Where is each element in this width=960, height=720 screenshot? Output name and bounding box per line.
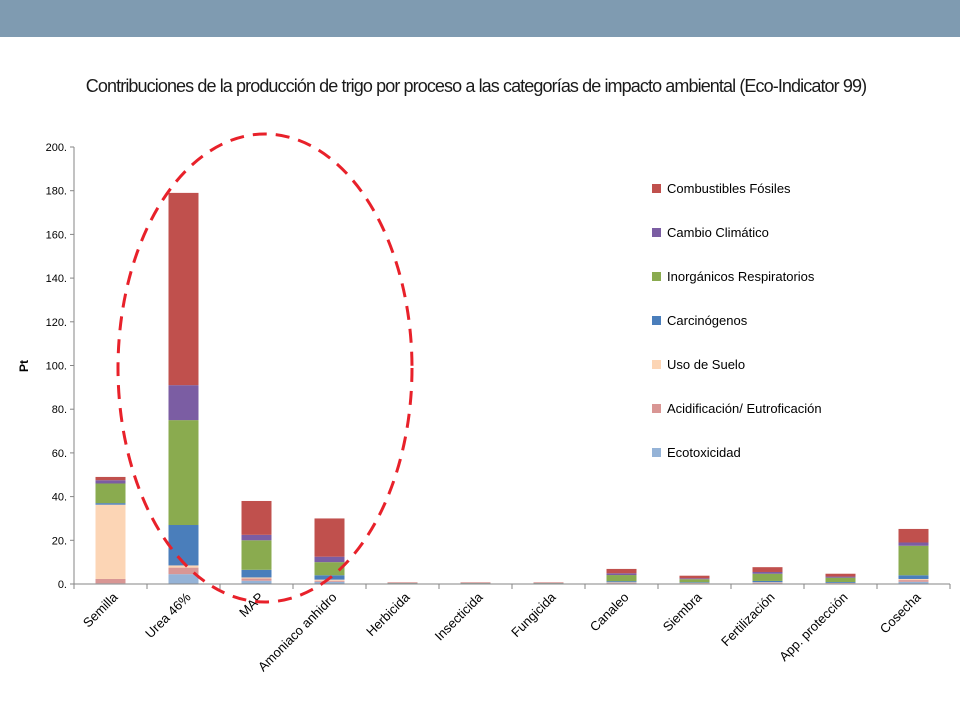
legend: Combustibles Fósiles Cambio Climático Inor… bbox=[652, 181, 822, 460]
top-banner bbox=[0, 0, 960, 37]
y-tick-label: 60. bbox=[52, 448, 67, 460]
legend-label: Ecotoxicidad bbox=[667, 445, 741, 460]
bar-segment bbox=[752, 567, 783, 572]
bar-segment bbox=[679, 578, 710, 580]
bar-segment bbox=[606, 582, 637, 584]
x-tick-label: Fungicida bbox=[508, 589, 559, 640]
y-axis: 0. 20. 40. 60. 80. 100. 120. 140. 160. 180. 200. bbox=[46, 142, 75, 591]
legend-swatch bbox=[652, 404, 661, 413]
bar-segment bbox=[314, 581, 345, 584]
x-tick-label: Urea 46% bbox=[142, 589, 194, 641]
bar-segment bbox=[606, 568, 637, 574]
bar-segment bbox=[679, 582, 710, 583]
bar-segment bbox=[606, 575, 637, 582]
bar-segment bbox=[898, 542, 929, 546]
bar-segment bbox=[752, 580, 783, 583]
bar-segment bbox=[752, 571, 783, 574]
bar-segment bbox=[314, 518, 345, 557]
bar-segment bbox=[314, 579, 345, 581]
bar-segment bbox=[241, 580, 272, 584]
bars bbox=[95, 192, 929, 584]
y-tick-label: 200. bbox=[46, 142, 67, 154]
legend-label: Acidificación/ Eutroficación bbox=[667, 401, 822, 416]
legend-swatch bbox=[652, 184, 661, 193]
bar-segment bbox=[95, 480, 126, 484]
bar-segment bbox=[95, 503, 126, 505]
bar-segment bbox=[314, 580, 345, 582]
y-tick-label: 40. bbox=[52, 492, 67, 504]
x-tick-label: Fertilización bbox=[718, 590, 778, 650]
bar-segment bbox=[898, 578, 929, 581]
x-tick-label: Canaleo bbox=[587, 590, 632, 635]
bar-segment bbox=[168, 385, 199, 421]
x-tick-label: Herbicida bbox=[363, 589, 413, 639]
legend-swatch bbox=[652, 228, 661, 237]
x-tick-label: Insecticida bbox=[432, 589, 487, 644]
bar-segment bbox=[825, 573, 856, 577]
legend-label: Inorgánicos Respiratorios bbox=[667, 269, 815, 284]
bar-segment bbox=[95, 504, 126, 579]
annotation bbox=[116, 132, 414, 604]
bar-segment bbox=[95, 578, 126, 584]
bar-segment bbox=[168, 525, 199, 566]
bar-segment bbox=[168, 420, 199, 526]
bar-segment bbox=[168, 567, 199, 575]
x-tick-label: Semilla bbox=[80, 589, 121, 630]
legend-label: Cambio Climático bbox=[667, 225, 769, 240]
bar-segment bbox=[241, 577, 272, 579]
bar-segment bbox=[898, 545, 929, 576]
bar-segment bbox=[241, 500, 272, 535]
legend-swatch bbox=[652, 316, 661, 325]
bar-segment bbox=[825, 577, 856, 583]
y-tick-label: 20. bbox=[52, 535, 67, 547]
bar-segment bbox=[679, 575, 710, 579]
bar-segment bbox=[825, 582, 856, 583]
bar-segment bbox=[168, 574, 199, 584]
bar-segment bbox=[898, 528, 929, 543]
y-tick-label: 160. bbox=[46, 229, 67, 241]
bar-segment bbox=[168, 192, 199, 386]
bar-segment bbox=[314, 562, 345, 576]
y-tick-label: 0. bbox=[58, 579, 67, 591]
bar-segment bbox=[95, 483, 126, 504]
dashed-ellipse-annotation bbox=[116, 132, 414, 604]
bar-segment bbox=[241, 540, 272, 570]
y-tick-label: 80. bbox=[52, 404, 67, 416]
bar-segment bbox=[241, 534, 272, 541]
y-axis-label: Pt bbox=[17, 360, 31, 372]
bar-segment bbox=[752, 582, 783, 584]
bar-segment bbox=[95, 476, 126, 481]
bar-segment bbox=[241, 578, 272, 581]
x-tick-label: MAP bbox=[236, 590, 267, 621]
legend-swatch bbox=[652, 360, 661, 369]
bar-segment bbox=[898, 575, 929, 579]
legend-swatch bbox=[652, 448, 661, 457]
y-tick-label: 140. bbox=[46, 273, 67, 285]
bar-segment bbox=[752, 573, 783, 581]
bar-segment bbox=[606, 573, 637, 576]
bar-segment bbox=[314, 556, 345, 563]
x-tick-label: App. protección bbox=[776, 590, 850, 664]
bar-segment bbox=[168, 565, 199, 568]
bar-segment bbox=[898, 580, 929, 582]
legend-label: Uso de Suelo bbox=[667, 357, 745, 372]
bar-segment bbox=[898, 581, 929, 584]
x-tick-label: Cosecha bbox=[877, 589, 924, 636]
bar-segment bbox=[241, 569, 272, 578]
bar-segment bbox=[679, 579, 710, 583]
y-tick-label: 120. bbox=[46, 317, 67, 329]
y-tick-label: 180. bbox=[46, 186, 67, 198]
x-tick-label: Siembra bbox=[660, 589, 705, 634]
bar-segment bbox=[606, 581, 637, 583]
y-tick-label: 100. bbox=[46, 361, 67, 373]
legend-swatch bbox=[652, 272, 661, 281]
bar-segment bbox=[825, 576, 856, 578]
legend-label: Carcinógenos bbox=[667, 313, 748, 328]
slide-title: Contribuciones de la producción de trigo… bbox=[85, 76, 867, 96]
legend-label: Combustibles Fósiles bbox=[667, 181, 791, 196]
